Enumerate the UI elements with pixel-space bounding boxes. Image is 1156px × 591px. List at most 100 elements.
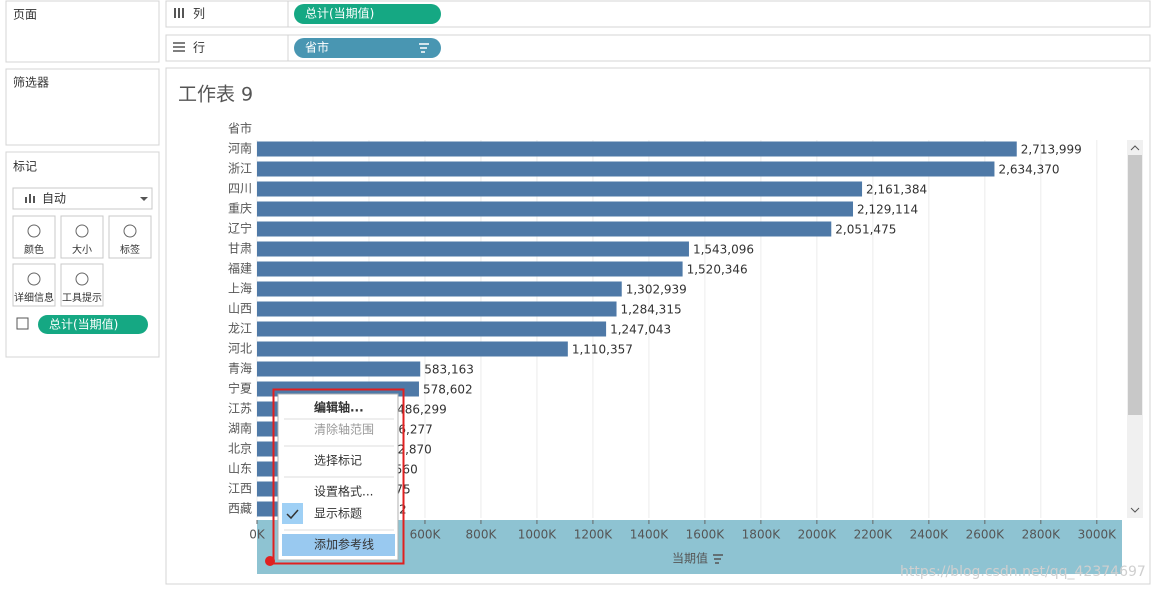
- x-tick-label: 2600K: [966, 528, 1006, 542]
- y-tick-label: 江苏: [228, 402, 252, 416]
- icon: [182, 8, 184, 18]
- axis-band: [257, 520, 1122, 574]
- y-tick-label: 河南: [228, 141, 252, 156]
- mark-button-label: 大小: [72, 243, 92, 256]
- data-label: 486,299: [397, 403, 447, 417]
- pages-title: 页面: [13, 8, 37, 22]
- y-tick-label: 四川: [228, 182, 252, 196]
- data-label: 1,110,357: [572, 343, 633, 357]
- data-label: 2,713,999: [1021, 143, 1082, 157]
- highlight-box: [272, 388, 405, 565]
- button-icon: [27, 224, 41, 238]
- bar: [257, 141, 1017, 157]
- x-tick-label: 3000K: [1078, 528, 1118, 542]
- x-tick-label: 600K: [410, 528, 442, 542]
- x-tick-label: 1200K: [574, 528, 614, 542]
- x-tick-label: 2400K: [910, 528, 950, 542]
- bar: [257, 241, 689, 257]
- filters-title: 筛选器: [13, 75, 49, 90]
- data-label: 578,602: [423, 383, 473, 397]
- mark-pill-text: 总计(当期值): [49, 317, 118, 332]
- menu-item[interactable]: 设置格式...: [314, 484, 373, 499]
- columns-label: 列: [193, 7, 205, 21]
- scroll-down[interactable]: [1130, 507, 1140, 513]
- columns-pill-text: 总计(当期值): [305, 6, 374, 21]
- data-label: 1,543,096: [693, 243, 754, 257]
- bar: [257, 161, 995, 177]
- bar: [257, 341, 568, 357]
- data-label: 2,051,475: [835, 223, 896, 237]
- mark-button-label: 颜色: [24, 243, 44, 256]
- y-tick-label: 龙江: [228, 322, 252, 336]
- y-tick-label: 青海: [228, 361, 252, 376]
- icon: [29, 194, 31, 203]
- y-tick-label: 西藏: [228, 502, 252, 516]
- x-tick-label: 1000K: [518, 528, 558, 542]
- y-tick-label: 山东: [228, 462, 252, 476]
- button-icon: [27, 272, 41, 286]
- menu-item[interactable]: 显示标题: [314, 507, 362, 521]
- x-tick-label: 2200K: [854, 528, 894, 542]
- scroll-thumb[interactable]: [1128, 155, 1142, 415]
- icon: [174, 8, 176, 18]
- mark-type-dropdown[interactable]: [12, 187, 153, 210]
- data-label: 2,161,384: [866, 183, 927, 197]
- y-tick-label: 浙江: [228, 162, 252, 176]
- x-tick-label: 0K: [249, 528, 266, 542]
- y-tick-label: 上海: [228, 281, 252, 296]
- filters-panel: [5, 68, 160, 146]
- scroll-up[interactable]: [1130, 145, 1140, 151]
- rows-pill[interactable]: [294, 38, 441, 58]
- bar: [257, 281, 622, 297]
- y-tick-label: 江西: [228, 482, 252, 496]
- icon: [178, 8, 180, 18]
- mark-button-label: 详细信息: [14, 291, 54, 304]
- bar: [257, 321, 607, 337]
- data-label: 583,163: [424, 363, 474, 377]
- y-tick-label: 重庆: [228, 202, 252, 216]
- menu-item[interactable]: 编辑轴...: [313, 400, 364, 415]
- data-label: 1,520,346: [687, 263, 748, 277]
- bar: [257, 201, 854, 217]
- button-icon: [123, 224, 137, 238]
- bar: [257, 221, 832, 237]
- dropdown-arrow: [140, 197, 148, 201]
- data-label: 1,302,939: [626, 283, 687, 297]
- icon: [33, 196, 35, 203]
- y-tick-label: 福建: [228, 261, 252, 276]
- pages-panel: [5, 0, 160, 63]
- menu-item[interactable]: 选择标记: [314, 454, 362, 468]
- data-label: 2,634,370: [998, 163, 1059, 177]
- data-label: 2,129,114: [857, 203, 918, 217]
- menu-item: 清除轴范围: [314, 422, 374, 437]
- icon: [173, 42, 185, 52]
- x-tick-label: 1800K: [742, 528, 782, 542]
- bar: [257, 301, 617, 317]
- y-tick-label: 辽宁: [228, 221, 252, 236]
- y-tick-label: 宁夏: [228, 381, 252, 396]
- columns-pill[interactable]: [294, 4, 441, 24]
- menu-item[interactable]: 添加参考线: [314, 537, 374, 552]
- mark-button-label: 工具提示: [62, 292, 102, 304]
- bar: [257, 361, 421, 377]
- y-tick-label: 北京: [228, 442, 252, 456]
- menu-highlight: [282, 534, 395, 556]
- x-tick-label: 2800K: [1022, 528, 1062, 542]
- mark-pill[interactable]: [38, 315, 148, 334]
- label-icon: [16, 317, 29, 330]
- watermark: https://blog.csdn.net/qq_42374697: [900, 564, 1146, 580]
- bar: [257, 261, 683, 277]
- marks-title: 标记: [13, 160, 37, 174]
- x-tick-label: 2000K: [798, 528, 838, 542]
- rows-pill-text: 省市: [305, 40, 329, 55]
- rows-label: 行: [193, 41, 205, 55]
- sheet-title: 工作表 9: [178, 84, 253, 106]
- data-label: 1,247,043: [610, 323, 671, 337]
- mark-type: 自动: [42, 192, 66, 206]
- icon: [25, 197, 27, 203]
- mark-button-label: 标签: [120, 243, 140, 256]
